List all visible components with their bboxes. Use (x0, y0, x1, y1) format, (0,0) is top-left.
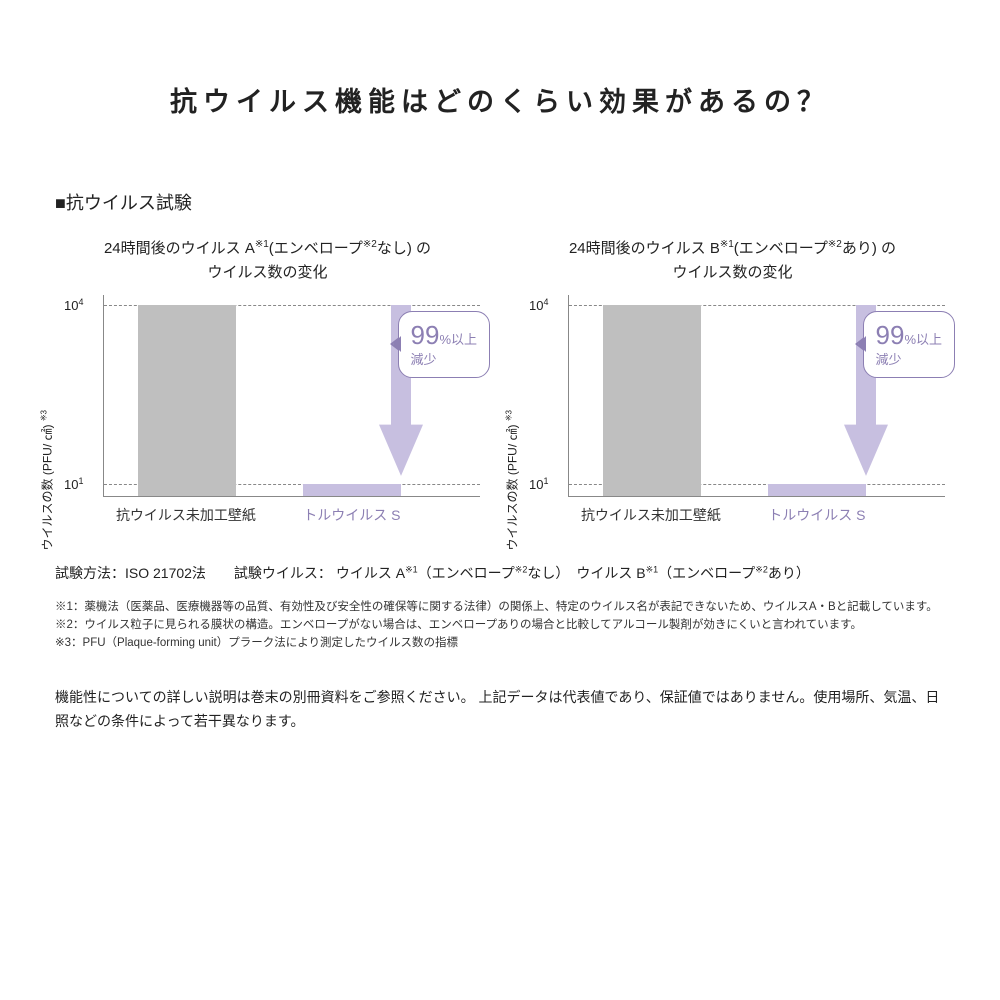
disclaimer: 機能性についての詳しい説明は巻末の別冊資料をご参照ください。 上記データは代表値… (55, 686, 945, 734)
test-method-line: 試験方法：ISO 21702法 試験ウイルス： ウイルス A※1（エンベロープ※… (55, 563, 945, 583)
y-axis-label: ウイルスの数 (PFU/ ㎠) ※3 (504, 410, 521, 551)
footnote: ※3：PFU（Plaque-forming unit）プラーク法により測定したウ… (55, 635, 945, 653)
bar (138, 305, 236, 496)
plot-area: 104101 99%以上減少 .callout::after{border-ri… (103, 295, 480, 497)
chart-title: 24時間後のウイルス A※1(エンベロープ※2なし) のウイルス数の変化 (55, 237, 480, 285)
reduction-callout: 99%以上減少 (398, 311, 490, 378)
chart-area: ウイルスの数 (PFU/ ㎠) ※3 104101 99%以上減少 .callo… (55, 295, 480, 525)
page: 抗ウイルス機能はどのくらい効果があるの？ ■抗ウイルス試験 24時間後のウイルス… (0, 0, 1000, 1000)
chart-area: ウイルスの数 (PFU/ ㎠) ※3 104101 99%以上減少 .callo… (520, 295, 945, 525)
section-label: ■抗ウイルス試験 (55, 189, 945, 215)
footnote: ※1：薬機法（医薬品、医療機器等の品質、有効性及び安全性の確保等に関する法律）の… (55, 599, 945, 617)
x-axis-label: 抗ウイルス未加工壁紙 (581, 505, 721, 525)
bar (768, 484, 866, 496)
plot-area: 104101 99%以上減少 .callout::after{border-ri… (568, 295, 945, 497)
charts-row: 24時間後のウイルス A※1(エンベロープ※2なし) のウイルス数の変化 ウイル… (55, 237, 945, 525)
x-axis-label: トルウイルス S (303, 505, 400, 525)
reduction-callout: 99%以上減少 (863, 311, 955, 378)
x-axis-label: トルウイルス S (768, 505, 865, 525)
y-axis-label: ウイルスの数 (PFU/ ㎠) ※3 (39, 410, 56, 551)
chart-title: 24時間後のウイルス B※1(エンベロープ※2あり) のウイルス数の変化 (520, 237, 945, 285)
bar (603, 305, 701, 496)
bar (303, 484, 401, 496)
chart-block: 24時間後のウイルス B※1(エンベロープ※2あり) のウイルス数の変化 ウイル… (520, 237, 945, 525)
footnotes: ※1：薬機法（医薬品、医療機器等の品質、有効性及び安全性の確保等に関する法律）の… (55, 599, 945, 652)
chart-block: 24時間後のウイルス A※1(エンベロープ※2なし) のウイルス数の変化 ウイル… (55, 237, 480, 525)
footnote: ※2：ウイルス粒子に見られる膜状の構造。エンベロープがない場合は、エンベロープあ… (55, 617, 945, 635)
page-title: 抗ウイルス機能はどのくらい効果があるの？ (55, 80, 945, 119)
x-axis-label: 抗ウイルス未加工壁紙 (116, 505, 256, 525)
